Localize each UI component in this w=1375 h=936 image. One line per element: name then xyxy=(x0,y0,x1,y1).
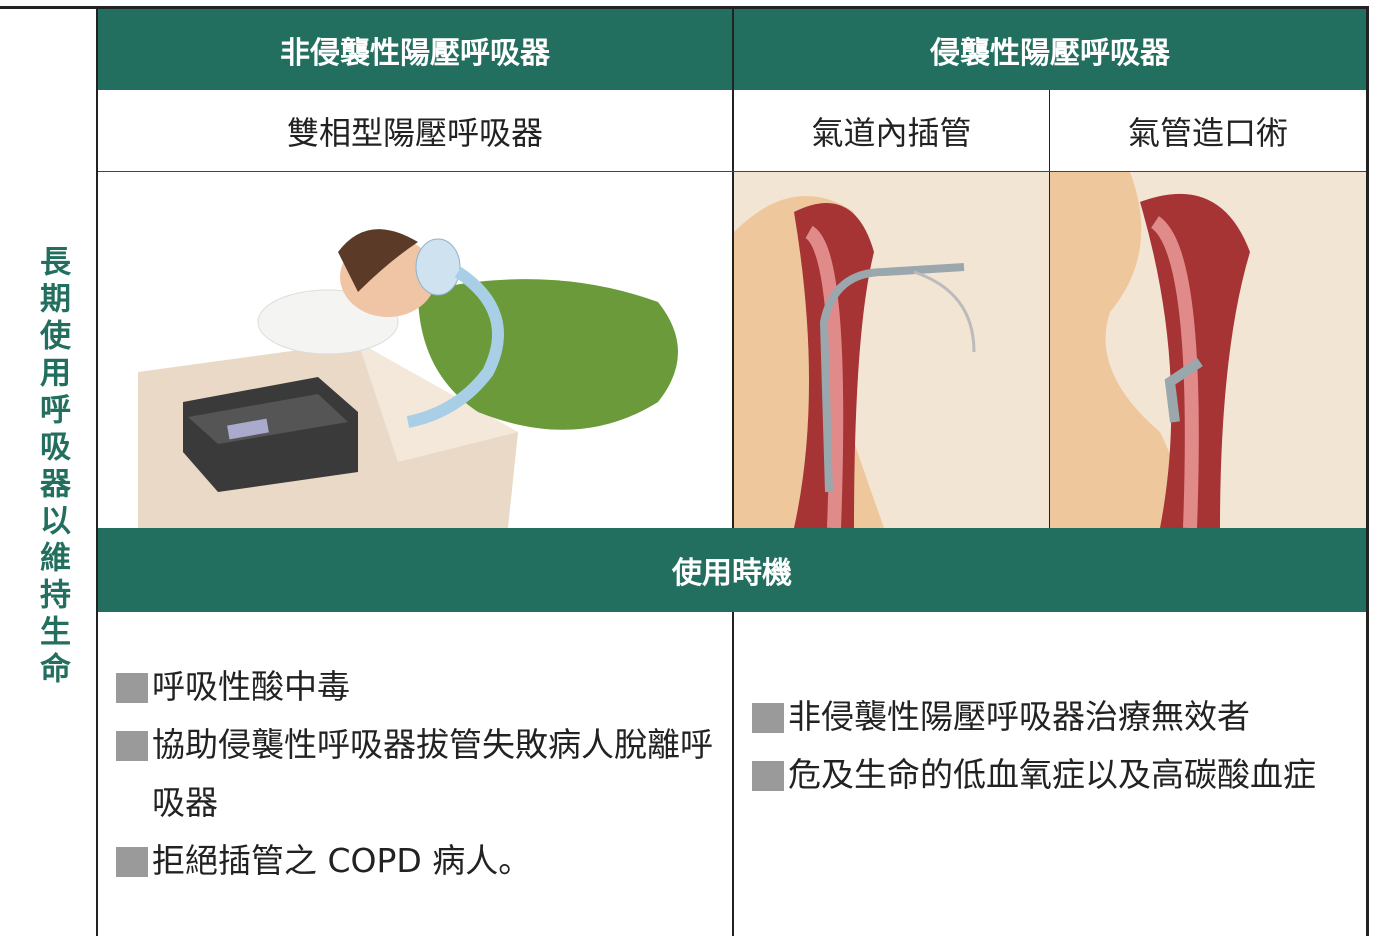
border xyxy=(0,6,1369,9)
header-cell: 侵襲性陽壓呼吸器 xyxy=(734,9,1366,90)
indication-list: 非侵襲性陽壓呼吸器治療無效者 危及生命的低血氧症以及高碳酸血症 xyxy=(752,688,1352,804)
tracheostomy-illustration xyxy=(1050,172,1366,528)
border xyxy=(732,612,734,936)
indication-item: 危及生命的低血氧症以及高碳酸血症 xyxy=(752,746,1352,804)
subheader: 氣道內插管 xyxy=(811,114,972,152)
border xyxy=(98,171,1366,172)
border xyxy=(96,6,98,936)
indication-item: 非侵襲性陽壓呼吸器治療無效者 xyxy=(752,688,1352,746)
side-label: 長期使用呼吸器以維持生命 xyxy=(34,245,70,689)
indication-item: 協助侵襲性呼吸器拔管失敗病人脫離呼吸器 xyxy=(116,716,716,832)
indication-item: 拒絕插管之 COPD 病人。 xyxy=(116,832,716,890)
subheader: 氣管造口術 xyxy=(1127,114,1288,152)
border xyxy=(1366,6,1369,936)
indication-list: 呼吸性酸中毒 協助侵襲性呼吸器拔管失敗病人脫離呼吸器 拒絕插管之 COPD 病人。 xyxy=(116,658,716,890)
indication-item: 呼吸性酸中毒 xyxy=(116,658,716,716)
border xyxy=(732,9,734,528)
section-title: 使用時機 xyxy=(98,528,1366,612)
subheader: 雙相型陽壓呼吸器 xyxy=(286,114,543,152)
header-cell: 非侵襲性陽壓呼吸器 xyxy=(98,9,732,90)
border xyxy=(1049,90,1050,528)
cpap-illustration xyxy=(138,229,678,528)
intubation-illustration xyxy=(734,172,1049,528)
